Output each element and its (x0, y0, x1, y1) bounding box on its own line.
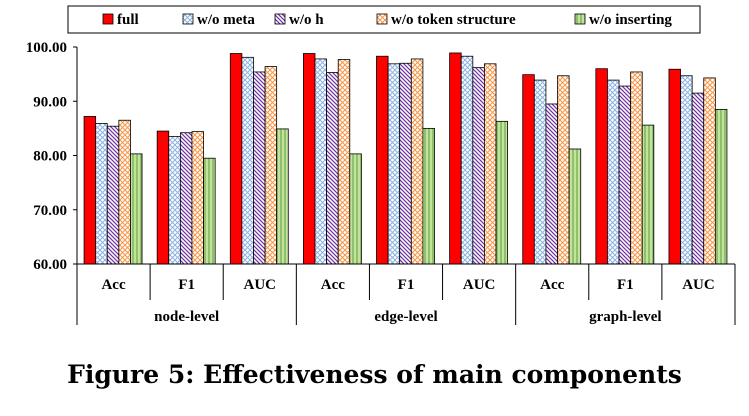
bar-1-6 (449, 52, 462, 265)
y-axis: 60.00 70.00 80.00 90.00 100.00 (26, 40, 78, 273)
bar-5-4 (349, 153, 362, 265)
bar-5-8 (641, 124, 655, 265)
bar-3-5 (399, 62, 412, 265)
bar-1-4 (302, 53, 316, 265)
bar-4-5 (410, 58, 424, 265)
bar-3-3 (253, 71, 266, 265)
bar-4-9 (703, 77, 716, 265)
bar-1-7 (522, 74, 535, 265)
legend-label-1: full (117, 12, 139, 28)
y-tick-label: 100.00 (26, 40, 67, 56)
x-tick-label: AUC (463, 277, 496, 293)
bar-5-7 (568, 148, 582, 265)
x-axis: Acc F1 AUC Acc F1 AUC Acc F1 AUC node-level edge-l… (76, 263, 736, 325)
bar-3-2 (179, 132, 193, 265)
y-tick-label: 70.00 (33, 203, 67, 219)
bar-3-1 (106, 125, 120, 265)
bar-3-7 (545, 103, 558, 265)
bar-4-2 (191, 131, 204, 265)
bar-2-3 (241, 56, 254, 265)
legend-swatch-2 (182, 13, 194, 25)
bar-2-6 (460, 55, 474, 265)
bar-3-4 (326, 72, 339, 265)
bar-2-8 (607, 79, 620, 265)
x-tick-label: Acc (101, 277, 125, 293)
bar-2-7 (533, 79, 547, 265)
x-tick-label: F1 (617, 277, 634, 293)
y-tick-label: 90.00 (33, 94, 67, 110)
x-tick-label: Acc (321, 277, 345, 293)
bar-4-1 (118, 119, 131, 265)
x-tick-label: F1 (178, 277, 195, 293)
bar-4-3 (264, 66, 278, 265)
group-label: node-level (154, 309, 219, 325)
bar-5-1 (130, 153, 143, 265)
group-label: edge-level (374, 309, 437, 325)
bar-5-2 (203, 157, 216, 265)
bar-3-8 (618, 85, 632, 265)
bar-2-5 (387, 63, 401, 265)
bar-5-3 (276, 128, 289, 265)
bar-5-5 (422, 127, 435, 265)
legend-label-3: w/o h (289, 12, 324, 28)
y-tick-label: 80.00 (33, 149, 67, 165)
bar-4-6 (484, 63, 497, 265)
legend-label-5: w/o inserting (589, 12, 672, 28)
bar-4-7 (557, 75, 570, 265)
legend-swatch-4 (376, 13, 388, 25)
bar-2-9 (680, 75, 693, 265)
group-label: graph-level (589, 309, 662, 325)
legend-swatch-5 (574, 13, 586, 25)
x-tick-label: F1 (398, 277, 415, 293)
bar-1-5 (376, 55, 389, 265)
legend-label-2: w/o meta (197, 12, 255, 28)
bar-1-3 (229, 53, 243, 265)
bar-2-4 (314, 58, 327, 265)
bar-2-1 (95, 123, 108, 265)
bar-1-9 (668, 68, 681, 265)
bar-1-1 (83, 116, 97, 265)
y-tick-label: 60.00 (33, 257, 67, 273)
x-tick-label: Acc (540, 277, 564, 293)
x-tick-label: AUC (682, 277, 715, 293)
legend: full w/o meta w/o h w/o token structure w/o … (67, 5, 701, 34)
bar-1-2 (156, 130, 170, 265)
bar-4-8 (630, 71, 643, 265)
bar-3-9 (691, 92, 705, 265)
bar-2-2 (168, 136, 181, 265)
figure-caption: Figure 5: Effectiveness of main componen… (67, 360, 682, 389)
bars (83, 52, 728, 265)
legend-swatch-3 (274, 13, 286, 25)
x-tick-label: AUC (244, 277, 277, 293)
bar-4-4 (337, 59, 351, 265)
bar-5-9 (714, 108, 728, 265)
legend-swatch-1 (102, 13, 114, 25)
bar-1-8 (595, 68, 608, 265)
bar-5-6 (495, 120, 509, 265)
legend-label-4: w/o token structure (391, 12, 516, 28)
bar-3-6 (472, 67, 485, 265)
